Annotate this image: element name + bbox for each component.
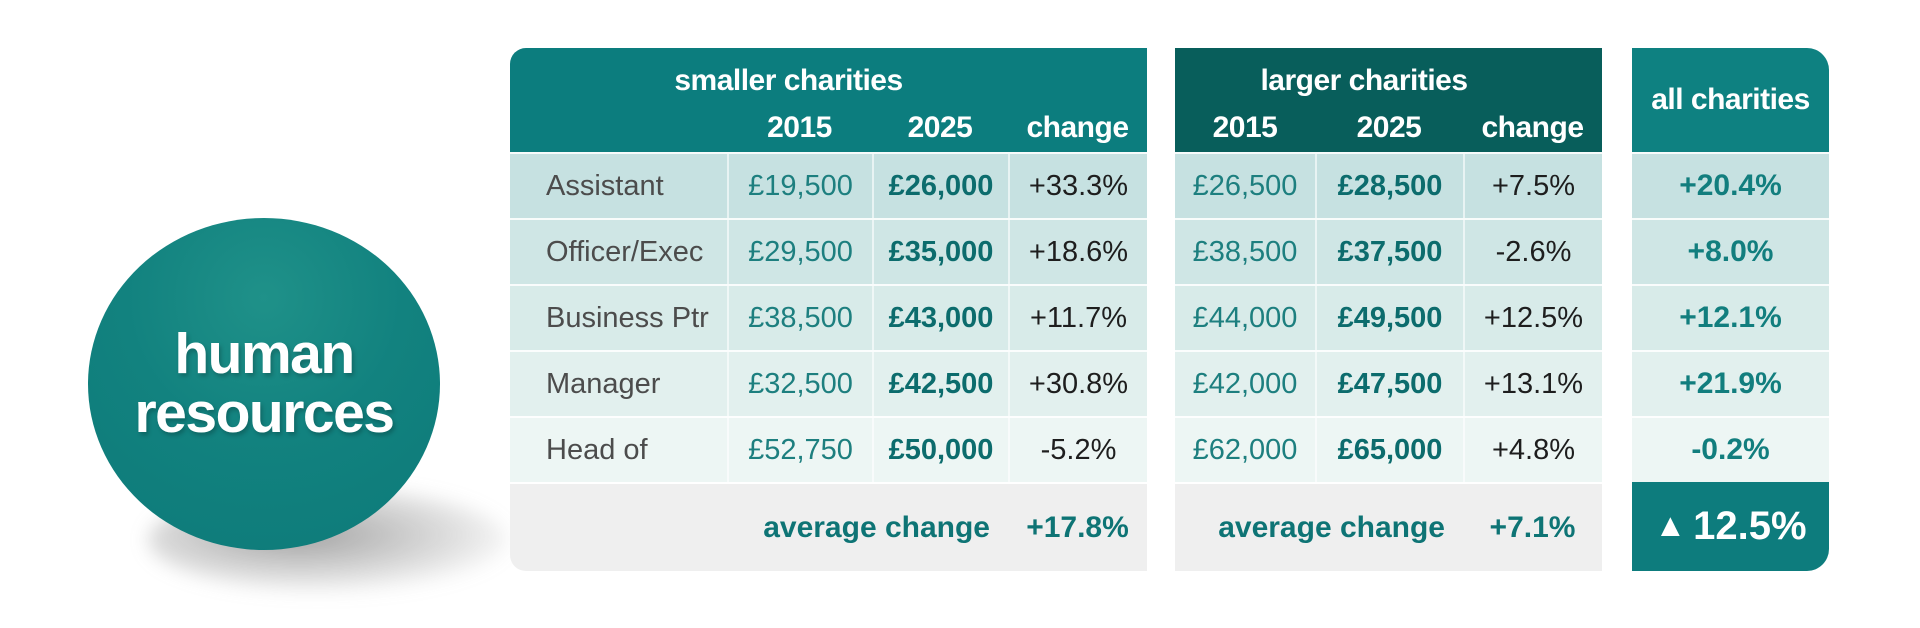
change-value: +30.8% xyxy=(1008,352,1147,416)
all-change-head-of: -0.2% xyxy=(1632,416,1829,482)
salary-2015: £26,500 xyxy=(1192,169,1298,202)
smaller-charities-table: smaller charities 2015 2025 change Assis… xyxy=(510,48,1147,571)
column-header-2025: 2025 xyxy=(907,111,973,144)
salary-2025: £42,500 xyxy=(872,352,1008,416)
salary-2015: £38,500 xyxy=(727,286,872,350)
salary-2015: £62,000 xyxy=(1192,433,1298,466)
salary-2025: £26,000 xyxy=(872,154,1008,218)
column-header-2015: 2015 xyxy=(767,111,832,144)
change-value: +18.6% xyxy=(1008,220,1147,284)
smaller-charities-header: smaller charities 2015 2025 change xyxy=(510,48,1147,152)
larger-charities-table: larger charities 2015 2025 change £26,50… xyxy=(1175,48,1602,571)
salary-2025: £50,000 xyxy=(872,418,1008,482)
smaller-column-headers: 2015 2025 change xyxy=(510,111,1147,145)
change-value: +11.7% xyxy=(1008,286,1147,350)
empty-column-header xyxy=(510,111,727,145)
salary-2015: £32,500 xyxy=(727,352,872,416)
all-change-assistant: +20.4% xyxy=(1632,152,1829,218)
salary-2025: £65,000 xyxy=(1315,418,1463,482)
salary-2025: £35,000 xyxy=(872,220,1008,284)
larger-charities-title: larger charities xyxy=(1260,64,1468,97)
average-change-value: +7.1% xyxy=(1489,510,1576,544)
salary-2025: £43,000 xyxy=(872,286,1008,350)
table-row-head-of: Head of £52,750 £50,000 -5.2% xyxy=(510,416,1147,482)
table-row-business-ptr: £44,000 £49,500 +12.5% xyxy=(1175,284,1602,350)
all-change-manager: +21.9% xyxy=(1632,350,1829,416)
role-label: Head of xyxy=(546,433,648,466)
salary-2025: £47,500 xyxy=(1315,352,1463,416)
column-header-change: change xyxy=(1481,111,1584,144)
role-label: Manager xyxy=(546,367,661,400)
table-row-officer-exec: Officer/Exec £29,500 £35,000 +18.6% xyxy=(510,218,1147,284)
all-charities-footer: ▲ 12.5% xyxy=(1632,482,1829,571)
all-charities-header: all charities xyxy=(1632,48,1829,152)
column-header-2015: 2015 xyxy=(1212,111,1278,144)
table-row-officer-exec: £38,500 £37,500 -2.6% xyxy=(1175,218,1602,284)
table-row-business-ptr: Business Ptr £38,500 £43,000 +11.7% xyxy=(510,284,1147,350)
larger-column-headers: 2015 2025 change xyxy=(1175,111,1602,145)
smaller-charities-footer: average change +17.8% xyxy=(510,482,1147,571)
all-charities-column: all charities +20.4% +8.0% +12.1% +21.9%… xyxy=(1632,48,1829,571)
smaller-charities-title: smaller charities xyxy=(674,64,903,97)
salary-2015: £44,000 xyxy=(1192,301,1298,334)
average-change-value: +17.8% xyxy=(1026,510,1129,544)
up-triangle-icon: ▲ xyxy=(1654,507,1687,543)
change-value: +4.8% xyxy=(1463,418,1602,482)
change-value: -5.2% xyxy=(1008,418,1147,482)
role-label: Assistant xyxy=(546,169,664,202)
table-row-manager: Manager £32,500 £42,500 +30.8% xyxy=(510,350,1147,416)
table-row-manager: £42,000 £47,500 +13.1% xyxy=(1175,350,1602,416)
badge-title-line2: resources xyxy=(134,381,395,445)
change-value: +7.5% xyxy=(1463,154,1602,218)
table-row-head-of: £62,000 £65,000 +4.8% xyxy=(1175,416,1602,482)
column-header-change: change xyxy=(1026,111,1129,144)
change-value: +13.1% xyxy=(1463,352,1602,416)
salary-2025: £37,500 xyxy=(1315,220,1463,284)
salary-2015: £19,500 xyxy=(727,154,872,218)
all-change-business-ptr: +12.1% xyxy=(1632,284,1829,350)
salary-2015: £29,500 xyxy=(727,220,872,284)
change-value: -2.6% xyxy=(1463,220,1602,284)
human-resources-badge: human resources xyxy=(88,218,440,550)
salary-2025: £28,500 xyxy=(1315,154,1463,218)
salary-2015: £38,500 xyxy=(1192,235,1298,268)
change-value: +12.5% xyxy=(1463,286,1602,350)
table-row-assistant: Assistant £19,500 £26,000 +33.3% xyxy=(510,152,1147,218)
salary-2015: £42,000 xyxy=(1192,367,1298,400)
all-change-officer-exec: +8.0% xyxy=(1632,218,1829,284)
all-charities-title: all charities xyxy=(1651,83,1810,116)
badge-title-line1: human xyxy=(174,322,355,387)
role-label: Officer/Exec xyxy=(546,235,704,268)
larger-charities-header: larger charities 2015 2025 change xyxy=(1175,48,1602,152)
average-change-label: average change xyxy=(1218,510,1445,544)
salary-2015: £52,750 xyxy=(727,418,872,482)
average-change-label: average change xyxy=(763,510,990,544)
salary-2025: £49,500 xyxy=(1315,286,1463,350)
larger-charities-footer: average change +7.1% xyxy=(1175,482,1602,571)
change-value: +33.3% xyxy=(1008,154,1147,218)
table-row-assistant: £26,500 £28,500 +7.5% xyxy=(1175,152,1602,218)
column-header-2025: 2025 xyxy=(1356,111,1422,144)
overall-average-value: 12.5% xyxy=(1693,504,1807,548)
role-label: Business Ptr xyxy=(546,301,709,334)
